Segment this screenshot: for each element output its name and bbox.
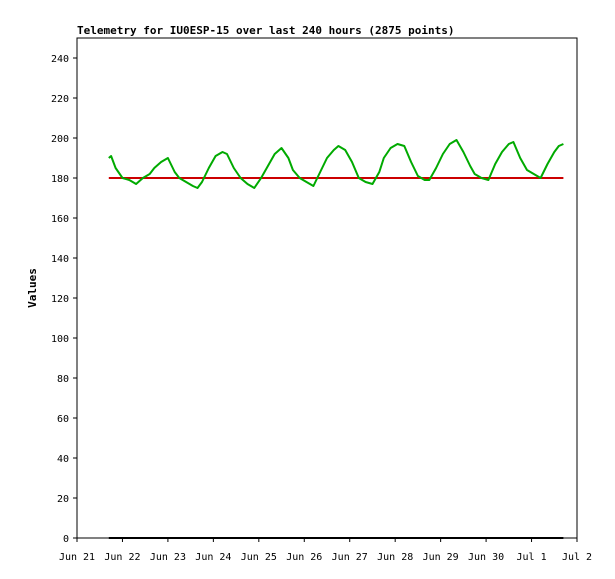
y-tick-label: 40 bbox=[57, 454, 69, 465]
y-tick-label: 220 bbox=[51, 94, 69, 105]
x-tick-label: Jun 27 bbox=[332, 552, 368, 563]
plot-area bbox=[76, 37, 578, 539]
x-tick-label: Jul 1 bbox=[516, 552, 546, 563]
y-tick-label: 240 bbox=[51, 54, 69, 65]
y-axis-label: Values bbox=[26, 268, 39, 308]
x-tick-label: Jun 24 bbox=[195, 552, 231, 563]
y-tick-label: 20 bbox=[57, 494, 69, 505]
y-tick-label: 140 bbox=[51, 254, 69, 265]
y-tick-label: 160 bbox=[51, 214, 69, 225]
x-tick-label: Jul 2 bbox=[562, 552, 592, 563]
y-tick-label: 0 bbox=[63, 534, 69, 545]
y-tick-label: 200 bbox=[51, 134, 69, 145]
x-tick-label: Jun 29 bbox=[423, 552, 459, 563]
y-tick-label: 60 bbox=[57, 414, 69, 425]
x-tick-label: Jun 28 bbox=[377, 552, 413, 563]
chart-title: Telemetry for IU0ESP-15 over last 240 ho… bbox=[77, 24, 455, 37]
x-tick-label: Jun 30 bbox=[468, 552, 504, 563]
y-tick-label: 100 bbox=[51, 334, 69, 345]
y-tick-label: 80 bbox=[57, 374, 69, 385]
x-axis: Jun 21 Jun 22 Jun 23 Jun 24 Jun 25 Jun 26 Jun … bbox=[59, 538, 592, 563]
x-tick-label: Jun 26 bbox=[286, 552, 322, 563]
y-tick-label: 120 bbox=[51, 294, 69, 305]
x-tick-label: Jun 23 bbox=[150, 552, 186, 563]
series-line-1 bbox=[108, 139, 564, 189]
x-tick-label: Jun 21 bbox=[59, 552, 95, 563]
y-axis: 0 20 40 60 80 100 120 140 160 180 200 220 240 bbox=[51, 54, 77, 545]
y-tick-label: 180 bbox=[51, 174, 69, 185]
series-layer bbox=[108, 139, 564, 539]
x-tick-label: Jun 25 bbox=[241, 552, 277, 563]
x-tick-label: Jun 22 bbox=[104, 552, 140, 563]
